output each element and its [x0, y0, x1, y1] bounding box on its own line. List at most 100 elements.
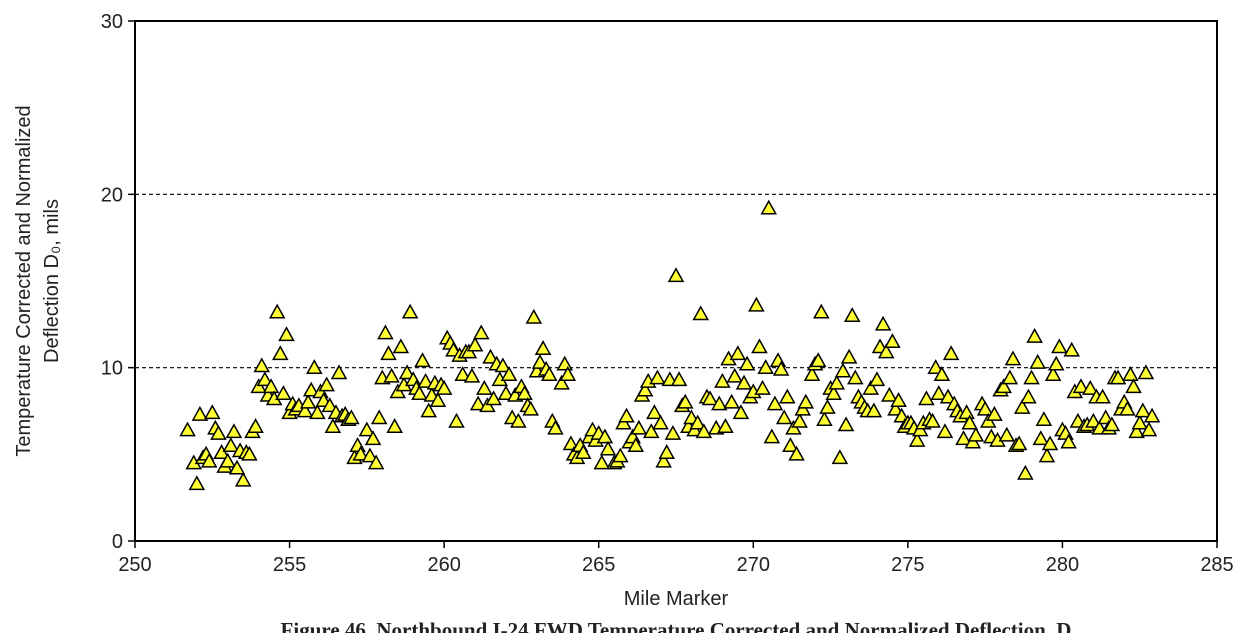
data-point — [763, 428, 781, 444]
data-point — [1125, 378, 1142, 394]
data-point — [766, 395, 784, 411]
figure-caption: Figure 46. Northbound I-24 FWD Temperatu… — [281, 618, 1072, 633]
data-point — [1060, 433, 1077, 449]
data-point — [998, 426, 1016, 442]
data-point — [472, 324, 490, 340]
data-point — [228, 459, 246, 475]
data-point — [411, 385, 428, 401]
data-point — [646, 404, 663, 420]
data-point — [642, 423, 660, 439]
data-point — [429, 392, 447, 407]
data-point — [630, 419, 648, 435]
data-point — [936, 423, 954, 439]
data-point — [890, 392, 907, 407]
data-point — [692, 305, 710, 321]
data-point — [877, 343, 895, 359]
data-point — [791, 412, 808, 428]
data-point — [1140, 421, 1158, 437]
data-point — [1097, 409, 1114, 425]
data-point — [219, 452, 237, 468]
data-point — [225, 423, 243, 439]
data-point — [667, 267, 685, 283]
data-point — [343, 409, 360, 425]
data-point — [191, 405, 209, 421]
data-point — [510, 412, 527, 428]
data-point — [831, 449, 849, 465]
data-point — [1026, 327, 1043, 343]
data-point — [1004, 350, 1022, 366]
data-point — [868, 371, 886, 387]
data-point — [723, 393, 740, 409]
data-point — [188, 475, 206, 491]
data-point — [834, 362, 852, 378]
data-point — [309, 404, 326, 420]
data-point — [924, 412, 941, 428]
x-tick-label: 285 — [1200, 554, 1233, 576]
x-tick-label: 270 — [737, 554, 770, 576]
data-point — [955, 430, 972, 446]
data-point — [967, 426, 985, 442]
data-point — [775, 409, 793, 425]
data-point — [760, 199, 778, 215]
data-point — [234, 471, 252, 487]
data-point — [986, 405, 1003, 421]
data-point — [627, 437, 645, 453]
data-point — [296, 402, 314, 418]
data-point — [516, 385, 533, 401]
data-point — [200, 452, 218, 468]
data-point — [553, 374, 570, 390]
y-axis-label: Temperature Corrected and Normalized — [13, 105, 35, 456]
data-point — [813, 303, 830, 319]
data-point — [392, 338, 410, 354]
data-point — [1085, 412, 1102, 428]
data-point — [1023, 369, 1040, 385]
x-tick-label: 280 — [1046, 554, 1079, 576]
x-tick-label: 255 — [273, 554, 306, 576]
data-point — [469, 395, 487, 411]
data-point — [726, 367, 744, 383]
data-point — [531, 353, 549, 369]
data-point — [840, 348, 858, 364]
data-point — [306, 359, 323, 375]
data-point — [612, 447, 629, 463]
data-point — [1029, 353, 1046, 369]
data-point — [732, 404, 750, 420]
data-point — [522, 400, 539, 416]
data-point — [272, 345, 289, 361]
data-point — [1044, 366, 1062, 381]
data-point — [494, 357, 512, 373]
data-point — [1017, 464, 1034, 480]
data-point — [599, 440, 617, 456]
data-point — [466, 336, 484, 352]
data-point — [383, 367, 400, 383]
data-point — [676, 393, 694, 409]
data-point — [881, 386, 898, 402]
data-point — [1131, 414, 1148, 430]
data-point — [636, 381, 654, 397]
data-point — [782, 437, 799, 453]
data-point — [1063, 341, 1080, 357]
data-point — [772, 360, 790, 376]
data-point — [908, 431, 926, 447]
data-point — [893, 407, 910, 423]
data-point — [652, 414, 669, 430]
x-tick-label: 275 — [891, 554, 924, 576]
data-point — [738, 355, 756, 371]
data-point — [476, 379, 493, 395]
data-point — [1035, 411, 1053, 427]
data-point — [1038, 447, 1056, 463]
data-point — [689, 414, 706, 430]
data-point — [618, 407, 635, 423]
data-point — [779, 388, 796, 404]
data-point — [1119, 400, 1136, 416]
data-point — [1072, 378, 1090, 394]
data-point — [816, 411, 833, 427]
data-point — [448, 412, 465, 428]
data-point — [534, 340, 552, 355]
data-point — [562, 435, 580, 451]
data-point — [540, 366, 558, 381]
data-point — [1081, 379, 1099, 395]
data-point — [1109, 369, 1127, 385]
data-point — [1122, 366, 1139, 381]
